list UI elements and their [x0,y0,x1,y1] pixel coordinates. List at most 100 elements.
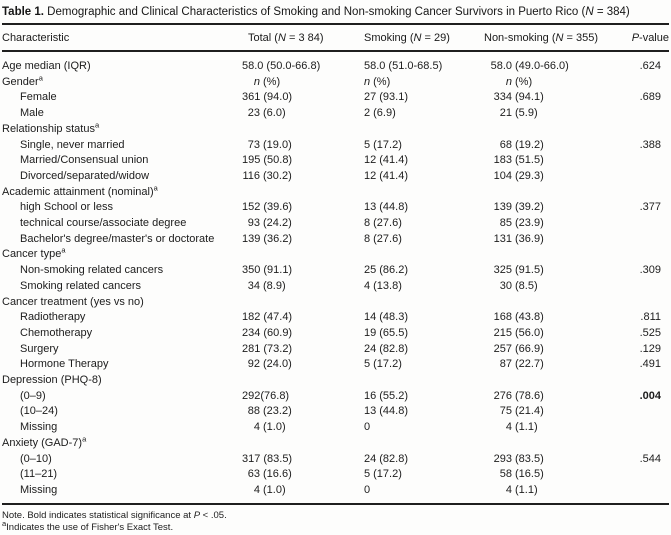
cell-nonsmoking: 325 (91.5) [484,263,614,279]
cell-characteristic: Male [20,107,44,120]
note-fisher: aIndicates the use of Fisher's Exact Tes… [2,519,174,534]
value-count: 325 [493,264,512,277]
value-count: 234 [242,326,261,339]
value-percent: (44.8) [379,201,408,214]
value-count: 73 [247,138,260,151]
value-percent: (22.7) [515,358,544,371]
table-row: Non-smoking related cancers 350 (91.1) 25 (8… [2,263,669,279]
value-count: 13 [364,201,377,214]
value-count: 34 [247,279,260,292]
value-percent: (30.2) [263,169,292,182]
cell-pvalue [614,122,669,138]
value-count: 292 [242,389,261,402]
value-count: 12 [364,154,377,167]
cell-nonsmoking: 4 (1.1) [484,482,614,505]
table-row: (0–10) 317 (83.5) 24 (82.8) 293 (83.5) .544 [2,452,669,468]
cell-nonsmoking: 21 (5.9) [484,106,614,122]
cell-characteristic: (10–24) [20,405,58,418]
cell-smoking: 24 (82.8) [364,452,484,468]
table-caption: Demographic and Clinical Characteristics… [43,6,630,18]
value-percent: (51.5) [515,154,544,167]
cell-total: 88 (23.2) [242,404,364,420]
cell-pvalue [614,467,669,483]
cell-total [242,295,364,311]
table-row: Female 361 (94.0) 27 (93.1) 334 (94.1) .689 [2,90,669,106]
cell-characteristic: (11–21) [20,468,58,481]
cell-total [242,373,364,389]
cell-nonsmoking: 293 (83.5) [484,452,614,468]
cell-pvalue: .129 [639,342,661,355]
value-count: n [505,75,512,88]
cell-nonsmoking [484,436,614,452]
cell-characteristic: Cancer treatment (yes vs no) [2,295,144,308]
table-number: Table 1. [2,6,44,18]
value-count: 93 [247,217,260,230]
value-count: 4 [253,483,260,496]
table-row: Smoking related cancers 34 (8.9) 4 (13.8) 30(… [2,279,669,295]
value-percent: (1.0) [263,421,286,434]
value-count: 281 [242,342,261,355]
value-count: 8 [364,217,371,230]
column-header-characteristic: Characteristic [2,23,242,52]
value-percent: (82.8) [379,342,408,355]
cell-smoking: 12 (41.4) [364,153,484,169]
table-row: Gendera n (%) n (%) n (%) [2,74,669,91]
cell-nonsmoking: 87 (22.7) [484,357,614,373]
cell-pvalue [614,373,669,389]
cell-total: 116 (30.2) [242,169,364,185]
cell-pvalue [614,436,669,452]
cell-pvalue [614,295,669,311]
value-count: 30 [499,279,512,292]
table-row: Chemotherapy 234 (60.9) 19 (65.5) 215 (56.0) .5… [2,326,669,342]
value-percent: (50.0-66.8) [266,60,321,72]
cell-smoking: 5 (17.2) [364,138,484,154]
cell-nonsmoking: 215 (56.0) [484,326,614,342]
value-percent: (56.0) [515,326,544,339]
cell-total: 195 (50.8) [242,153,364,169]
value-count: 4 [364,279,371,292]
cell-pvalue: .377 [639,201,661,214]
table-row: (0–9) 292(76.8) 16 (55.2) 276 (78.6) .004 [2,389,669,405]
cell-characteristic: Depression (PHQ-8) [2,374,102,387]
value-percent: (17.2) [373,468,402,481]
value-percent: (23.9) [515,217,544,230]
table-body: Age median (IQR) 58.0 (50.0-66.8) 58.0 (51.0… [2,51,669,505]
cell-pvalue [614,75,669,91]
cell-smoking: n (%) [364,75,484,91]
value-count: 85 [499,217,512,230]
value-percent: (83.5) [515,452,544,465]
value-percent: (47.4) [263,311,293,324]
cell-total: 152 (39.6) [242,200,364,216]
value-percent: (36.2) [263,232,293,245]
value-percent: (1.0) [263,483,286,496]
cell-smoking [364,436,484,452]
cell-total: 182 (47.4) [242,310,364,326]
cell-smoking: 16 (55.2) [364,389,484,405]
header-row: Characteristic Total (N = 3 84) Smoking … [2,23,669,52]
table-row: Single, never married 73 (19.0) 5 (17.2) 68 (1… [2,138,669,154]
value-count: 104 [493,169,512,182]
cell-characteristic: Missing [2,482,242,505]
cell-total: 234 (60.9) [242,326,364,342]
table-row: (10–24) 88 (23.2) 13 (44.8) 75 (21.4) [2,404,669,420]
value-count: 87 [499,358,512,371]
cell-pvalue [614,232,669,248]
value-count: 5 [364,358,371,371]
value-percent: (41.4) [379,154,408,167]
cell-pvalue: .525 [639,326,661,339]
cell-nonsmoking: 68 (19.2) [484,138,614,154]
value-percent: (94.0) [263,91,293,104]
value-percent: (55.2) [379,389,408,402]
cell-total [242,185,364,201]
value-percent: (86.2) [379,264,408,277]
value-count: 58.0 [490,60,512,72]
cell-total: 93 (24.2) [242,216,364,232]
cell-total: 350 (91.1) [242,263,364,279]
value-count: 8 [364,232,371,245]
cell-total [242,436,364,452]
cell-pvalue [614,247,669,263]
value-percent: (76.8) [260,389,290,402]
cell-smoking: 19 (65.5) [364,326,484,342]
value-percent: (5.9) [515,107,538,120]
